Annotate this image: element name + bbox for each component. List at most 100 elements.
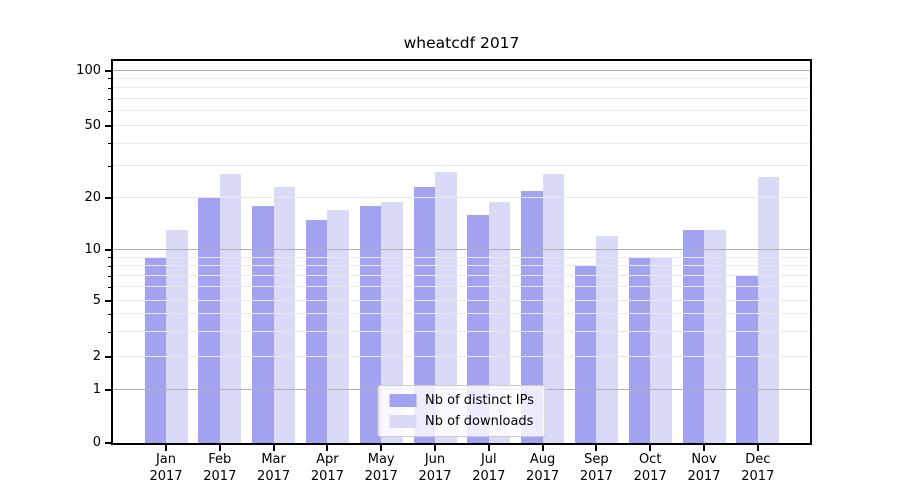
- y-tick: [105, 442, 111, 444]
- y-tick-label: 5: [92, 292, 101, 308]
- y-minor-tick: [108, 110, 111, 112]
- bar-downloads-aug: [542, 174, 565, 443]
- y-tick-label: 50: [84, 118, 101, 133]
- y-tick: [105, 125, 111, 127]
- bar-distinct-ips-nov: [682, 230, 704, 443]
- bar-downloads-feb: [219, 174, 242, 443]
- y-tick: [105, 389, 111, 391]
- legend-swatch-downloads: [389, 415, 417, 428]
- x-tick: [380, 445, 383, 451]
- y-tick-label: 100: [76, 62, 101, 78]
- x-tick: [541, 445, 544, 451]
- bar-downloads-jul: [488, 201, 511, 443]
- x-tick: [756, 445, 759, 451]
- bar-downloads-nov: [704, 230, 726, 443]
- y-minor-tick: [108, 257, 111, 259]
- bar-downloads-sep: [596, 236, 618, 443]
- x-tick: [649, 445, 652, 451]
- x-tick: [595, 445, 598, 451]
- bar-distinct-ips-jun: [413, 187, 435, 443]
- x-tick: [434, 445, 436, 451]
- bar-downloads-oct: [650, 257, 672, 443]
- legend: Nb of distinct IPs Nb of downloads: [377, 385, 546, 437]
- minor-gridline: [113, 77, 810, 79]
- bar-distinct-ips-sep: [574, 266, 597, 443]
- x-tick: [272, 445, 275, 451]
- minor-gridline: [113, 165, 810, 167]
- x-tick-label: May 2017: [364, 452, 398, 484]
- bar-distinct-ips-jan: [144, 257, 166, 443]
- y-minor-tick: [108, 313, 111, 315]
- bar-downloads-apr: [327, 210, 349, 443]
- bar-downloads-dec: [757, 177, 780, 443]
- y-tick-label: 0: [92, 435, 101, 450]
- y-tick: [105, 299, 111, 302]
- minor-gridline: [113, 331, 810, 332]
- bar-distinct-ips-oct: [628, 257, 651, 443]
- chart-title: wheatcdf 2017: [403, 34, 520, 52]
- minor-gridline: [113, 299, 810, 301]
- legend-label: Nb of downloads: [425, 414, 534, 429]
- y-minor-tick: [108, 87, 111, 89]
- legend-item: Nb of downloads: [389, 414, 534, 429]
- legend-swatch-distinct-ips: [389, 394, 417, 407]
- y-minor-tick: [108, 78, 111, 80]
- y-minor-tick: [108, 98, 111, 100]
- x-tick-label: Aug 2017: [526, 452, 560, 484]
- minor-gridline: [113, 110, 810, 112]
- x-tick-label: Jan 2017: [149, 452, 183, 484]
- bar-downloads-jun: [435, 171, 457, 443]
- minor-gridline: [113, 87, 810, 89]
- x-tick-label: Nov 2017: [687, 452, 721, 484]
- y-tick-label: 20: [84, 190, 101, 205]
- y-tick-label: 10: [84, 242, 101, 257]
- minor-gridline: [113, 356, 810, 357]
- major-gridline: [113, 69, 810, 71]
- y-tick: [105, 249, 111, 251]
- minor-gridline: [113, 265, 810, 267]
- x-tick-label: Dec 2017: [741, 452, 775, 484]
- y-minor-tick: [108, 265, 111, 267]
- y-tick: [105, 69, 111, 72]
- x-tick-label: Apr 2017: [310, 452, 344, 484]
- bar-downloads-mar: [273, 187, 296, 443]
- minor-gridline: [113, 286, 810, 288]
- y-minor-tick: [108, 286, 111, 288]
- y-tick-label: 2: [92, 349, 101, 364]
- x-tick: [218, 445, 221, 451]
- bar-distinct-ips-aug: [521, 190, 543, 443]
- minor-gridline: [113, 98, 810, 100]
- bar-distinct-ips-mar: [252, 205, 274, 443]
- x-tick-label: Jun 2017: [418, 452, 452, 484]
- y-tick: [105, 197, 111, 199]
- bar-distinct-ips-dec: [736, 276, 758, 443]
- x-tick: [326, 445, 329, 451]
- minor-gridline: [113, 313, 810, 315]
- y-minor-tick: [108, 331, 111, 333]
- major-gridline: [113, 249, 810, 250]
- x-tick: [165, 445, 167, 451]
- minor-gridline: [113, 142, 810, 144]
- plot-area: Nb of distinct IPs Nb of downloads 0 1 2 5 1…: [76, 59, 812, 484]
- bar-downloads-jan: [166, 230, 188, 443]
- bar-downloads-may: [381, 201, 403, 443]
- bar-distinct-ips-may: [359, 205, 382, 443]
- minor-gridline: [113, 275, 810, 276]
- x-tick-label: Feb 2017: [203, 452, 237, 484]
- minor-gridline: [113, 256, 810, 258]
- minor-gridline: [113, 125, 810, 126]
- minor-gridline: [113, 197, 810, 198]
- x-tick-label: Oct 2017: [633, 452, 667, 484]
- x-tick-label: Jul 2017: [472, 452, 506, 484]
- x-tick-label: Mar 2017: [257, 452, 291, 484]
- y-tick-label: 1: [92, 382, 101, 397]
- x-tick: [487, 445, 490, 451]
- y-minor-tick: [108, 143, 111, 145]
- y-tick: [105, 356, 111, 358]
- legend-item: Nb of distinct IPs: [389, 393, 534, 408]
- x-tick: [703, 445, 705, 451]
- bar-distinct-ips-feb: [198, 198, 220, 443]
- x-tick-label: Sep 2017: [579, 452, 613, 484]
- y-minor-tick: [108, 275, 111, 277]
